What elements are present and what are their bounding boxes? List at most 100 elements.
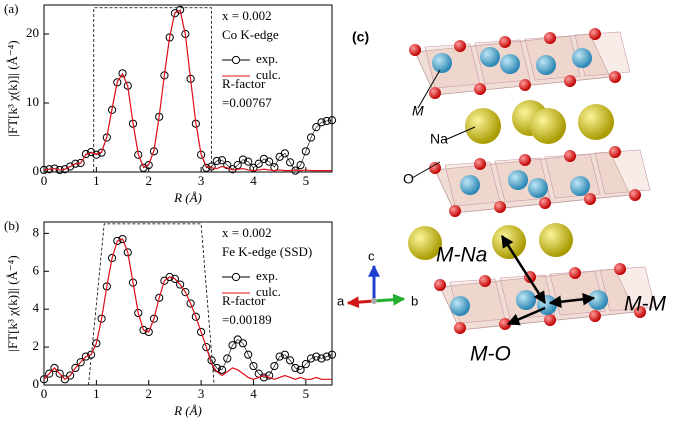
atom-label: Na bbox=[430, 131, 448, 147]
crystal-axis bbox=[373, 293, 406, 306]
sodium-atom bbox=[539, 223, 573, 257]
oxygen-atom bbox=[609, 71, 621, 83]
data-point bbox=[170, 274, 180, 283]
x-tick-label: 5 bbox=[303, 173, 310, 188]
atom-label: O bbox=[403, 171, 414, 187]
data-point bbox=[291, 363, 300, 373]
legend-marker bbox=[231, 55, 241, 65]
y-tick-label: 0 bbox=[33, 163, 40, 178]
data-point bbox=[280, 350, 289, 359]
data-point bbox=[322, 352, 331, 361]
oxygen-atom bbox=[519, 154, 531, 166]
bond-label: M-O bbox=[470, 343, 511, 366]
data-point bbox=[107, 253, 117, 263]
plot-frame bbox=[43, 221, 333, 386]
x-tick-label: 4 bbox=[250, 173, 257, 188]
bond-label: M-Na bbox=[436, 244, 487, 267]
oxygen-atom bbox=[544, 314, 556, 326]
data-point bbox=[55, 369, 64, 378]
sodium-atom bbox=[408, 226, 442, 260]
legend-label: culc. bbox=[256, 67, 281, 82]
crystal-structure bbox=[346, 28, 656, 334]
data-point bbox=[92, 339, 101, 348]
oxygen-atom bbox=[539, 197, 551, 209]
x-tick-label: 2 bbox=[145, 173, 152, 188]
x-tick-label: 0 bbox=[41, 386, 48, 401]
oxygen-atom bbox=[454, 40, 466, 52]
data-point bbox=[202, 342, 211, 352]
data-point bbox=[327, 350, 337, 359]
data-point bbox=[217, 365, 227, 374]
data-point bbox=[212, 156, 221, 166]
x-tick-label: 1 bbox=[93, 173, 100, 188]
metal-atom bbox=[500, 54, 520, 74]
data-point bbox=[66, 371, 75, 380]
data-point bbox=[280, 149, 289, 158]
oxygen-atom bbox=[564, 150, 576, 162]
data-point bbox=[301, 360, 310, 369]
data-point bbox=[97, 148, 106, 157]
data-point bbox=[176, 280, 185, 289]
data-point bbox=[296, 365, 305, 374]
annotation: x = 0.002 bbox=[222, 8, 272, 23]
data-point bbox=[244, 350, 253, 359]
data-point bbox=[301, 147, 310, 156]
axis-origin bbox=[371, 298, 377, 304]
data-point bbox=[217, 156, 227, 165]
oxygen-atom bbox=[589, 28, 601, 40]
sodium-atom bbox=[578, 104, 614, 140]
data-point bbox=[312, 352, 321, 361]
series-line bbox=[43, 238, 332, 381]
data-point bbox=[306, 133, 316, 142]
data-point bbox=[259, 154, 269, 163]
data-point bbox=[92, 150, 101, 159]
x-tick-label: 5 bbox=[303, 386, 310, 401]
bond-arrow bbox=[506, 306, 546, 326]
legend-label: exp. bbox=[256, 268, 278, 283]
y-tick-label: 4 bbox=[33, 300, 40, 315]
oxygen-atom bbox=[589, 310, 601, 322]
data-point bbox=[118, 234, 127, 244]
metal-atom bbox=[450, 296, 470, 316]
data-point bbox=[66, 162, 75, 171]
x-axis-label: R (Å) bbox=[173, 190, 202, 205]
oxygen-atom bbox=[519, 79, 531, 91]
panel-label: (a) bbox=[4, 1, 18, 16]
data-point bbox=[144, 160, 153, 170]
oxygen-atom bbox=[449, 205, 461, 217]
data-point bbox=[139, 163, 148, 172]
data-point bbox=[286, 158, 295, 167]
x-tick-label: 0 bbox=[41, 173, 48, 188]
data-point bbox=[249, 163, 258, 172]
plot-frame bbox=[43, 4, 333, 173]
data-point bbox=[244, 157, 253, 166]
x-tick-label: 2 bbox=[145, 386, 152, 401]
oxygen-atom bbox=[544, 32, 556, 44]
annotation: Co K-edge bbox=[222, 27, 279, 42]
metal-atom bbox=[537, 295, 557, 315]
data-point bbox=[87, 147, 96, 157]
oxygen-atom bbox=[409, 44, 421, 56]
data-point bbox=[228, 341, 237, 350]
annotation: Fe K-edge (SSD) bbox=[222, 244, 312, 259]
series-line bbox=[43, 9, 333, 172]
y-tick-label: 0 bbox=[33, 376, 40, 391]
oxygen-atom bbox=[499, 36, 511, 48]
y-tick-label: 20 bbox=[26, 25, 39, 40]
legend-label: exp. bbox=[256, 51, 278, 66]
metal-atom bbox=[570, 176, 590, 196]
data-point bbox=[275, 352, 284, 361]
data-point bbox=[160, 276, 169, 285]
data-point bbox=[45, 369, 54, 378]
data-point bbox=[196, 327, 206, 337]
x-tick-label: 3 bbox=[198, 386, 205, 401]
data-point bbox=[191, 312, 200, 321]
data-point bbox=[181, 288, 190, 297]
data-point bbox=[165, 272, 174, 282]
leader-line bbox=[411, 161, 441, 179]
oxygen-atom bbox=[434, 279, 446, 291]
data-point bbox=[286, 356, 295, 365]
axis-label: b bbox=[411, 293, 418, 308]
data-point bbox=[186, 299, 195, 308]
